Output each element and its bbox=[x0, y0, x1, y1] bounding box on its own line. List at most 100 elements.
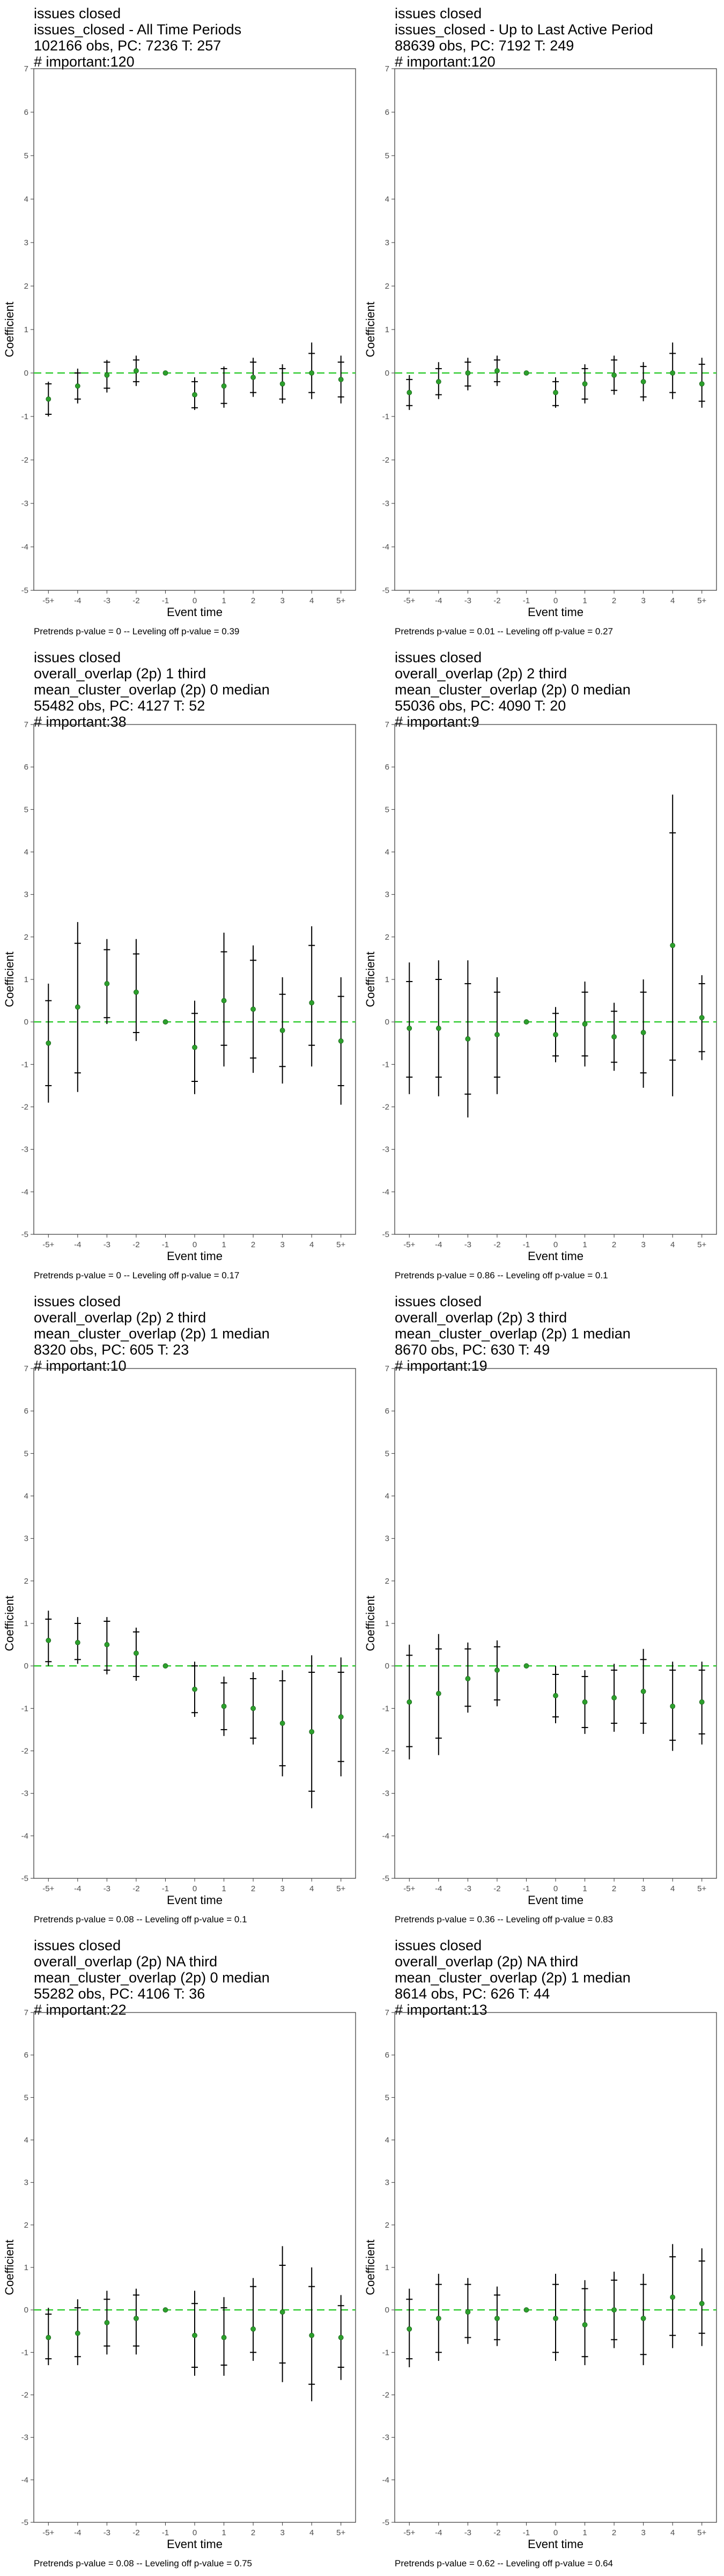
y-axis-title: Coefficient bbox=[364, 2240, 377, 2295]
x-tick-label: 1 bbox=[221, 596, 226, 605]
panel-title-line: mean_cluster_overlap (2p) 0 median bbox=[34, 1970, 270, 1986]
x-tick-label: -2 bbox=[132, 596, 139, 605]
panel-title-line: # important:10 bbox=[34, 1358, 127, 1374]
pvalue-caption: Pretrends p-value = 0 -- Leveling off p-… bbox=[34, 626, 239, 636]
coefficient-point bbox=[699, 1015, 705, 1021]
coefficient-point bbox=[192, 1686, 197, 1692]
plot-panel-border bbox=[394, 2012, 717, 2523]
coefficient-point bbox=[435, 1026, 441, 1031]
coefficient-point bbox=[523, 370, 529, 376]
x-tick-label: -2 bbox=[493, 1884, 500, 1893]
x-tick-label: 1 bbox=[221, 2528, 226, 2537]
x-tick-label: -1 bbox=[523, 1240, 530, 1249]
coefficient-point bbox=[611, 2307, 617, 2313]
coefficient-point bbox=[134, 1650, 139, 1656]
x-tick-label: 3 bbox=[280, 596, 284, 605]
y-tick-label: 6 bbox=[385, 763, 389, 772]
y-tick-label: 7 bbox=[385, 2008, 389, 2017]
y-tick-label: -4 bbox=[382, 2476, 389, 2485]
y-tick-label: -2 bbox=[382, 2391, 389, 2400]
y-tick-label: 3 bbox=[385, 238, 389, 247]
coefficient-point bbox=[699, 2301, 705, 2307]
coefficient-point bbox=[407, 1699, 412, 1705]
plot-panel-border bbox=[33, 68, 356, 591]
x-tick-label: -1 bbox=[162, 2528, 169, 2537]
y-tick-label: 4 bbox=[24, 1492, 28, 1501]
panel-title-line: 55482 obs, PC: 4127 T: 52 bbox=[34, 698, 205, 714]
coefficient-point bbox=[640, 1688, 646, 1694]
plot-panel-border bbox=[33, 1368, 356, 1879]
coefficient-point bbox=[465, 1036, 471, 1042]
x-tick-label: -4 bbox=[435, 1240, 442, 1249]
x-tick-label: 4 bbox=[309, 596, 314, 605]
coefficient-point bbox=[104, 372, 110, 378]
y-tick-label: -3 bbox=[21, 499, 28, 508]
y-tick-label: 6 bbox=[24, 2051, 28, 2060]
panel-title-line: 102166 obs, PC: 7236 T: 257 bbox=[34, 38, 221, 54]
x-tick-label: -4 bbox=[435, 1884, 442, 1893]
y-tick-label: -3 bbox=[21, 1145, 28, 1154]
coefficient-point bbox=[670, 370, 676, 376]
coefficient-point bbox=[407, 390, 412, 396]
y-axis-title: Coefficient bbox=[3, 952, 16, 1007]
coefficient-point bbox=[309, 1729, 315, 1735]
coefficient-point bbox=[582, 1021, 588, 1027]
x-tick-label: -5+ bbox=[42, 1884, 54, 1893]
coefficient-point bbox=[75, 1004, 80, 1010]
y-tick-label: -5 bbox=[21, 1230, 28, 1239]
panel-title-line: issues closed bbox=[34, 1937, 121, 1953]
y-tick-label: -1 bbox=[21, 2348, 28, 2357]
y-tick-label: 3 bbox=[385, 1534, 389, 1543]
y-tick-label: 4 bbox=[385, 848, 389, 857]
y-tick-label: 4 bbox=[24, 195, 28, 204]
y-tick-label: 3 bbox=[24, 890, 28, 899]
y-tick-label: -4 bbox=[21, 1188, 28, 1197]
y-tick-label: 4 bbox=[385, 1492, 389, 1501]
y-tick-label: 2 bbox=[385, 282, 389, 291]
y-tick-label: 2 bbox=[385, 933, 389, 942]
coefficient-point bbox=[192, 1044, 197, 1050]
y-tick-label: 5 bbox=[385, 1449, 389, 1458]
pvalue-caption: Pretrends p-value = 0.62 -- Leveling off… bbox=[395, 2558, 613, 2568]
x-tick-label: -3 bbox=[104, 596, 110, 605]
x-axis-title: Event time bbox=[167, 1893, 223, 1907]
coefficient-point bbox=[494, 1032, 500, 1037]
y-tick-label: 1 bbox=[24, 2263, 28, 2272]
y-tick-label: -2 bbox=[21, 1747, 28, 1756]
x-tick-label: -5+ bbox=[403, 2528, 415, 2537]
y-tick-label: -1 bbox=[21, 1704, 28, 1713]
y-tick-label: 7 bbox=[385, 720, 389, 729]
x-tick-label: 3 bbox=[641, 596, 645, 605]
x-tick-label: 4 bbox=[309, 2528, 314, 2537]
y-axis-title: Coefficient bbox=[364, 1596, 377, 1651]
x-tick-label: -2 bbox=[493, 596, 500, 605]
x-tick-label: -4 bbox=[74, 596, 81, 605]
x-tick-label: 5+ bbox=[336, 2528, 345, 2537]
plot-panel-border bbox=[33, 724, 356, 1235]
panel-title-line: 55282 obs, PC: 4106 T: 36 bbox=[34, 1986, 205, 2002]
y-tick-label: -2 bbox=[382, 1103, 389, 1112]
coefficient-point bbox=[192, 2332, 197, 2338]
coefficient-point bbox=[465, 2309, 471, 2315]
panel-title-line: # important:38 bbox=[34, 714, 127, 730]
coefficient-point bbox=[192, 392, 197, 398]
coefficient-point bbox=[435, 1690, 441, 1696]
coefficient-point bbox=[279, 1028, 285, 1033]
coefficient-point bbox=[494, 368, 500, 374]
y-tick-label: 1 bbox=[385, 2263, 389, 2272]
x-tick-label: 3 bbox=[641, 1240, 645, 1249]
x-tick-label: 1 bbox=[582, 2528, 587, 2537]
x-tick-label: 0 bbox=[553, 2528, 558, 2537]
x-tick-label: 5+ bbox=[697, 596, 706, 605]
y-tick-label: -5 bbox=[21, 2518, 28, 2527]
y-tick-label: -4 bbox=[382, 543, 389, 552]
coefficient-point bbox=[582, 2322, 588, 2328]
coefficient-point bbox=[134, 989, 139, 995]
panel-title-line: # important:120 bbox=[34, 54, 135, 70]
x-tick-label: -3 bbox=[464, 1240, 471, 1249]
panel-title-line: issues closed bbox=[395, 1937, 482, 1953]
panel-title-line: overall_overlap (2p) 1 third bbox=[34, 665, 206, 682]
y-tick-label: 7 bbox=[24, 64, 28, 74]
x-tick-label: 0 bbox=[193, 2528, 197, 2537]
plot-panel-border bbox=[394, 724, 717, 1235]
